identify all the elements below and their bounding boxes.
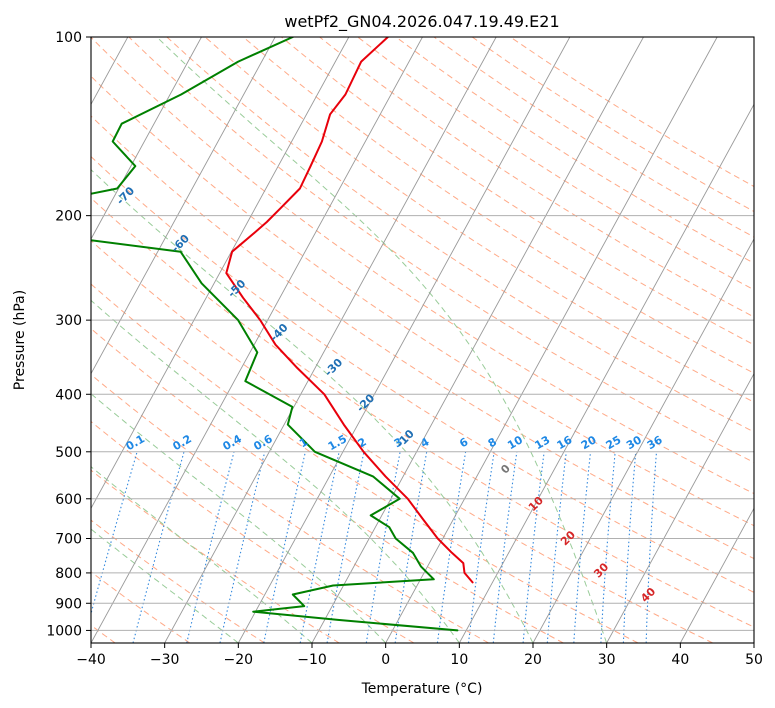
mixing-ratio-line — [436, 451, 467, 643]
dewpoint-profile-line — [91, 37, 459, 632]
x-tick-label: 30 — [598, 652, 616, 668]
isobar-gridlines — [91, 37, 754, 631]
profile-series — [91, 37, 474, 632]
x-axis: −40 −30 −20 −10 0 10 20 30 40 50 — [76, 643, 763, 668]
y-tick-label: 600 — [55, 492, 82, 508]
x-tick-label: −20 — [224, 652, 254, 668]
x-tick-label: 40 — [671, 652, 689, 668]
mixing-ratio-line — [263, 451, 306, 643]
temperature-profile-line — [225, 37, 474, 584]
isotherm-line — [753, 642, 754, 643]
x-tick-label: 50 — [745, 652, 763, 668]
dry-adiabat-line — [319, 37, 754, 318]
isotherm-line — [164, 37, 497, 643]
dry-adiabat-line — [91, 197, 754, 628]
x-tick-label: −40 — [76, 652, 106, 668]
moist-adiabat-line — [156, 37, 608, 643]
mixing-ratio-line — [492, 451, 518, 643]
isotherm-line — [458, 103, 754, 643]
x-tick-label: 0 — [381, 652, 390, 668]
y-tick-label: 1000 — [46, 623, 82, 639]
isotherm-line — [91, 37, 276, 375]
moist-adiabat-line — [91, 169, 534, 643]
dry-adiabat-line — [166, 37, 754, 433]
y-tick-label: 500 — [55, 445, 82, 461]
dry-adiabat-line — [357, 37, 754, 291]
y-tick-label: 300 — [55, 313, 82, 329]
dry-adiabat-line — [242, 37, 754, 374]
x-tick-label: 20 — [524, 652, 542, 668]
dry-adiabat-line — [91, 373, 489, 643]
x-tick-label: 10 — [450, 652, 468, 668]
potential-temp-label: -90 — [38, 94, 61, 117]
dry-adiabat-line — [91, 571, 191, 643]
mixing-ratio-line — [573, 451, 592, 643]
y-tick-label: 200 — [55, 209, 82, 225]
isotherm-line — [532, 238, 754, 643]
dry-adiabat-line — [91, 519, 265, 643]
isotherm-line — [91, 37, 202, 240]
y-tick-label: 700 — [55, 532, 82, 548]
y-tick-label: 100 — [55, 30, 82, 46]
isotherm-line — [237, 37, 571, 643]
y-tick-label: 800 — [55, 566, 82, 582]
isotherm-line — [91, 37, 423, 643]
dry-adiabat-line — [91, 469, 340, 643]
potential-temp-label: -100 — [30, 47, 59, 76]
mixing-ratio-line — [219, 451, 266, 643]
isotherm-line — [679, 507, 754, 643]
mixing-ratio-lines — [91, 451, 658, 643]
moist-adiabat-line — [91, 299, 460, 643]
y-tick-label: 400 — [55, 387, 82, 403]
mixing-ratio-line — [645, 451, 658, 643]
x-tick-label: −30 — [150, 652, 180, 668]
dry-adiabat-line — [204, 37, 754, 403]
mixing-ratio-line — [467, 451, 495, 643]
y-axis: 1000 900 800 700 600 500 400 300 200 100 — [46, 30, 91, 639]
plot-area — [91, 37, 754, 643]
isotherm-line — [91, 37, 350, 510]
mixing-ratio-line — [186, 451, 235, 643]
isotherm-line — [311, 37, 644, 643]
plot-frame — [90, 36, 755, 644]
x-axis-label: Temperature (°C) — [361, 681, 483, 697]
mixing-ratio-line — [522, 451, 545, 643]
mixing-ratio-line — [91, 451, 138, 616]
dry-adiabat-line — [91, 75, 754, 527]
chart-title: wetPf2_GN04.2026.047.19.49.E21 — [284, 12, 559, 32]
y-tick-label: 900 — [55, 596, 82, 612]
mixing-ratio-line — [600, 451, 616, 643]
mixing-ratio-line — [622, 451, 637, 643]
y-axis-label: Pressure (hPa) — [12, 290, 28, 390]
isotherm-line — [606, 372, 754, 643]
dry-adiabat-line — [91, 283, 639, 643]
dry-adiabat-line — [91, 328, 564, 643]
mixing-ratio-line — [546, 451, 567, 643]
dry-adiabat-line — [91, 239, 713, 643]
moist-adiabat-line — [91, 528, 239, 643]
x-tick-label: −10 — [297, 652, 327, 668]
dry-adiabat-line — [91, 155, 754, 593]
